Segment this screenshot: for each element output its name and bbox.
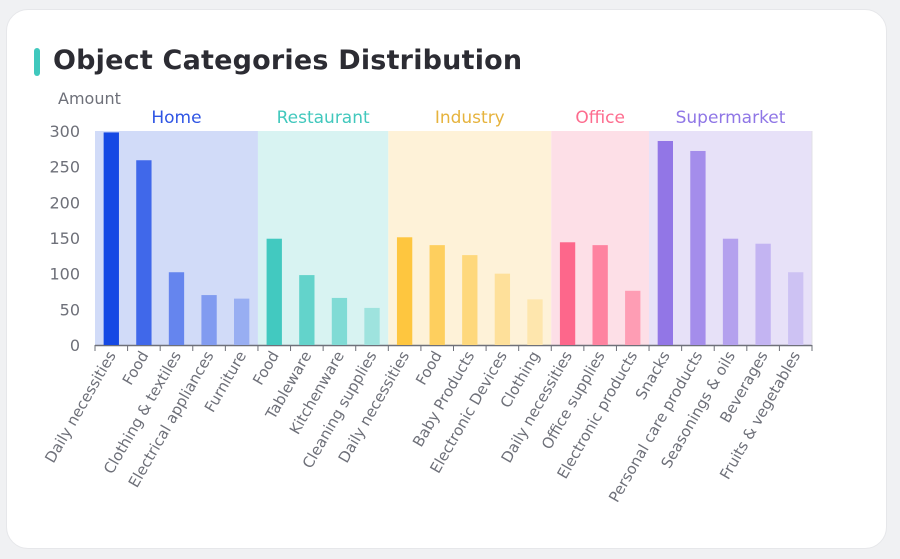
bar (690, 150, 706, 345)
bar (103, 132, 119, 345)
y-tick-label: 200 (49, 193, 80, 212)
bar (234, 298, 250, 345)
x-tick-label: Daily necessities (41, 348, 120, 466)
y-tick-label: 0 (70, 336, 80, 355)
bar (755, 243, 771, 345)
y-tick-label: 250 (49, 158, 80, 177)
bar (429, 245, 445, 345)
bar (396, 237, 413, 345)
bar (494, 273, 511, 345)
title-accent-bar (34, 48, 40, 76)
y-axis-label: Amount (58, 89, 121, 108)
bar (364, 307, 380, 345)
bar (331, 297, 348, 345)
bar (657, 140, 673, 345)
bar (527, 299, 543, 345)
bar (592, 245, 608, 345)
bar (299, 275, 315, 345)
group-label: Home (151, 108, 201, 128)
bar (722, 238, 739, 345)
bar (201, 295, 217, 345)
group-label: Industry (435, 108, 505, 128)
y-tick-label: 50 (60, 300, 80, 319)
y-tick-label: 300 (49, 122, 80, 141)
x-tick-label: Food (119, 348, 153, 388)
bar (266, 238, 282, 345)
x-tick-label: Food (412, 348, 446, 388)
y-tick-label: 150 (49, 229, 80, 248)
bar (788, 272, 804, 345)
bar (136, 160, 152, 345)
bar (462, 255, 478, 345)
y-tick-label: 100 (49, 265, 80, 284)
bar (559, 242, 576, 345)
group-label: Supermarket (676, 108, 786, 128)
x-tick-label: Food (249, 348, 283, 388)
group-label: Office (575, 108, 625, 128)
group-label: Restaurant (277, 108, 370, 128)
chart-title: Object Categories Distribution (53, 45, 523, 76)
bar (168, 272, 185, 345)
bar (625, 290, 641, 345)
